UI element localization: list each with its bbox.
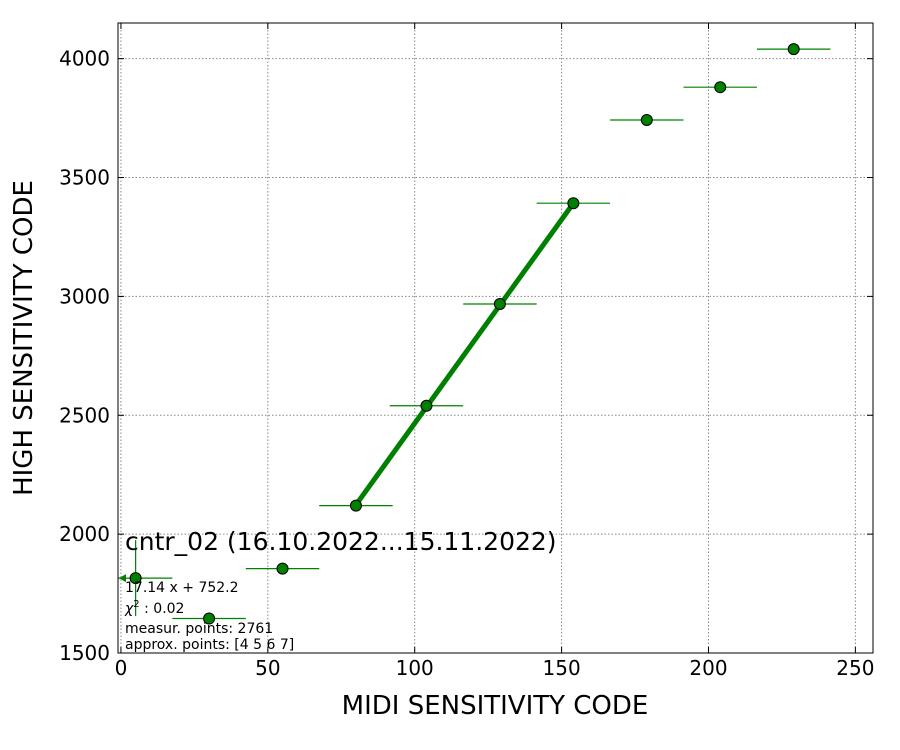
annotation-approx-points: approx. points: [4 5 6 7] xyxy=(125,637,294,653)
annotation-measur-points: measur. points: 2761 xyxy=(125,621,273,637)
plot-background xyxy=(118,23,873,653)
y-tick-label: 4000 xyxy=(59,47,110,71)
grid xyxy=(118,23,873,654)
annotation-chi: χ2 : 0.02 xyxy=(124,599,184,617)
x-tick-label: 200 xyxy=(689,656,727,680)
y-tick-label: 3500 xyxy=(59,166,110,190)
chi-exponent: 2 xyxy=(133,599,139,610)
x-axis-title: MIDI SENSITIVITY CODE xyxy=(342,691,649,721)
x-tick-label: 250 xyxy=(836,656,874,680)
data-point xyxy=(420,399,433,412)
data-point xyxy=(567,197,580,210)
chi-symbol: χ xyxy=(124,601,134,617)
x-tick-label: 50 xyxy=(255,656,280,680)
x-tick-label: 150 xyxy=(543,656,581,680)
plot-frame xyxy=(117,22,874,654)
y-axis-title: HIGH SENSITIVITY CODE xyxy=(9,180,39,496)
data-point xyxy=(349,499,362,512)
x-ticks: 0 50 100 150 200 250 xyxy=(115,23,874,680)
annotation-equation: 17.14 x + 752.2 xyxy=(125,580,239,596)
y-tick-label: 3000 xyxy=(59,284,110,308)
data-point xyxy=(129,572,142,585)
data-point xyxy=(787,43,800,56)
y-ticks: 1500 2000 2500 3000 3500 4000 xyxy=(59,47,873,665)
data-points xyxy=(129,43,800,625)
data-point xyxy=(276,562,289,575)
x-tick-label: 0 xyxy=(115,656,128,680)
left-arrow xyxy=(119,574,126,583)
y-tick-label: 2500 xyxy=(59,403,110,427)
y-tick-label: 2000 xyxy=(59,522,110,546)
data-point xyxy=(714,81,727,94)
chi-value: : 0.02 xyxy=(140,601,185,617)
annotation-title: cntr_02 (16.10.2022...15.11.2022) xyxy=(125,527,557,556)
data-point xyxy=(203,612,216,625)
annotation: cntr_02 (16.10.2022...15.11.2022) 17.14 … xyxy=(124,527,557,653)
data-point xyxy=(493,298,506,311)
x-tick-label: 100 xyxy=(396,656,434,680)
fit-line xyxy=(353,200,576,508)
y-tick-label: 1500 xyxy=(59,641,110,665)
data-point xyxy=(640,113,653,126)
